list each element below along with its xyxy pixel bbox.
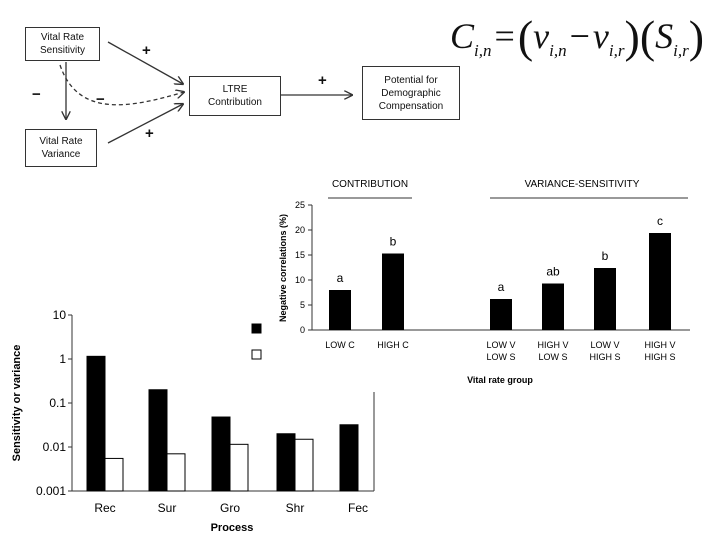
significance-letter-0: a: [337, 271, 344, 285]
y-tick-label-0: 0: [300, 325, 305, 335]
box-vital-rate-variance: Vital Rate Variance: [25, 129, 97, 167]
significance-letter-2: a: [498, 280, 505, 294]
bar-3: [542, 283, 564, 330]
arrow-sensitivity-ltre: [107, 41, 183, 84]
category-label-2-1: LOW S: [486, 352, 515, 362]
significance-letter-5: c: [657, 214, 663, 228]
category-label-rec: Rec: [94, 501, 115, 515]
category-label-5-0: HIGH V: [644, 340, 675, 350]
box-ltre-contribution: LTRE Contribution: [189, 76, 281, 116]
category-label-fec: Fec: [348, 501, 368, 515]
y-tick-label-4: 10: [53, 308, 67, 322]
box-vital-rate-sensitivity: Vital Rate Sensitivity: [25, 27, 100, 61]
y-tick-label-2: 10: [295, 275, 305, 285]
category-label-4-0: LOW V: [590, 340, 619, 350]
y-axis-title: Negative correlations (%): [278, 214, 288, 322]
bar-sensitivity-gro: [211, 416, 231, 492]
bar-0: [329, 290, 351, 330]
ltre-equation: Ci,n=(vi,n−vi,r)(Si,r): [450, 11, 705, 62]
group-header-contribution: CONTRIBUTION: [332, 179, 408, 190]
arrow-dashed-ltre: [59, 64, 184, 106]
y-tick-label-5: 25: [295, 200, 305, 210]
bar-sensitivity-sur: [148, 389, 168, 492]
x-axis-title: Vital rate group: [467, 375, 533, 385]
category-label-3-1: LOW S: [538, 352, 567, 362]
bar-variance-shr: [294, 438, 314, 492]
arrow-variance-ltre: [107, 104, 183, 144]
y-tick-label-4: 20: [295, 225, 305, 235]
category-label-gro: Gro: [220, 501, 240, 515]
y-tick-label-3: 1: [59, 352, 66, 366]
y-tick-label-0: 0.001: [36, 484, 66, 498]
bar-4: [594, 268, 616, 330]
significance-letter-3: ab: [546, 265, 560, 279]
bar-5: [649, 233, 671, 330]
bar-2: [490, 299, 512, 330]
category-label-shr: Shr: [286, 501, 305, 515]
y-tick-label-1: 5: [300, 300, 305, 310]
bar-variance-rec: [104, 457, 124, 492]
group-header-variance-sensitivity: VARIANCE-SENSITIVITY: [525, 179, 640, 190]
y-tick-label-1: 0.01: [43, 440, 67, 454]
bar-1: [382, 253, 404, 330]
sign-plus-right: +: [318, 72, 327, 89]
category-label-sur: Sur: [158, 501, 177, 515]
category-label-4-1: HIGH S: [589, 352, 620, 362]
y-tick-label-3: 15: [295, 250, 305, 260]
significance-letter-1: b: [390, 235, 397, 249]
sign-plus-top: +: [142, 42, 151, 59]
sign-minus-dashed: −: [96, 91, 105, 108]
x-axis-title: Process: [211, 522, 254, 534]
bar-sensitivity-shr: [276, 433, 296, 492]
sign-minus-left: −: [32, 86, 41, 103]
legend-marker-sensitivity: [251, 323, 262, 334]
category-label-2-0: LOW V: [486, 340, 515, 350]
category-label-5-1: HIGH S: [644, 352, 675, 362]
bar-sensitivity-fec: [339, 424, 359, 492]
bar-variance-sur: [166, 453, 186, 492]
y-axis-title: Sensitivity or variance: [11, 345, 23, 462]
y-tick-label-2: 0.1: [49, 396, 66, 410]
box-potential-compensation: Potential for Demographic Compensation: [362, 66, 460, 120]
sign-plus-bottom: +: [145, 125, 154, 142]
significance-letter-4: b: [602, 249, 609, 263]
legend-marker-variance: [251, 349, 262, 360]
category-label-1-0: HIGH C: [377, 340, 409, 350]
category-label-0-0: LOW C: [325, 340, 355, 350]
bar-sensitivity-rec: [86, 355, 106, 492]
category-label-3-0: HIGH V: [537, 340, 568, 350]
bar-variance-gro: [229, 443, 249, 492]
